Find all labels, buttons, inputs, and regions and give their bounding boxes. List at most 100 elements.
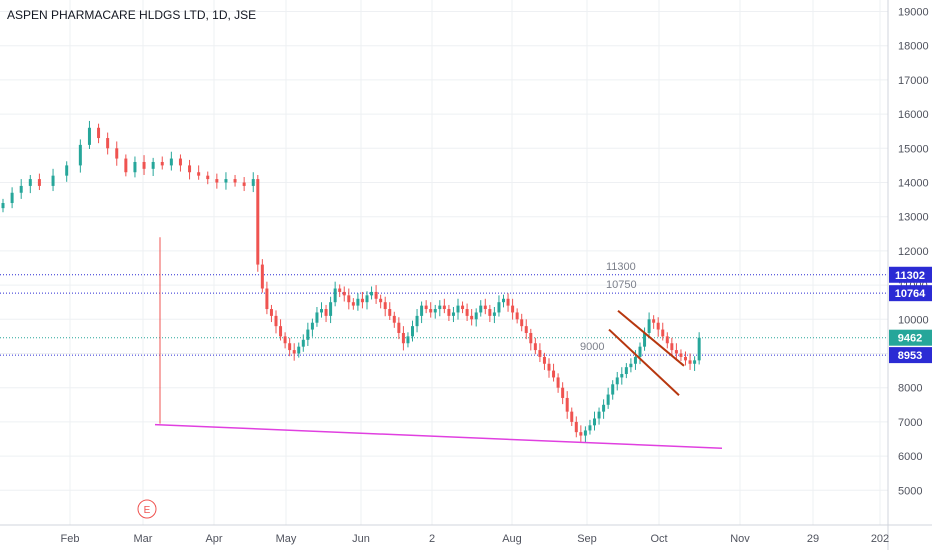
candle (570, 407, 574, 427)
candle-body (251, 179, 255, 186)
candle (37, 173, 41, 191)
candle-body (301, 339, 305, 347)
candle-body (593, 418, 596, 426)
candle (588, 419, 592, 435)
candle-body (538, 350, 542, 357)
candle-body (338, 288, 342, 292)
candle-body (397, 322, 401, 333)
candle-body (684, 356, 687, 361)
drawings (154, 309, 723, 449)
candle (338, 284, 342, 298)
candles (1, 120, 701, 443)
candle-body (342, 291, 346, 296)
price-tick-label: 15000 (898, 143, 929, 155)
candle-body (297, 346, 301, 354)
candle (643, 327, 647, 351)
candle (438, 300, 442, 317)
candle-body (320, 309, 323, 313)
candle (356, 293, 360, 311)
grid (0, 0, 888, 525)
price-tick-label: 12000 (898, 246, 929, 258)
candle (688, 353, 692, 370)
price-tick-label: 5000 (898, 485, 922, 497)
candle-body (629, 363, 633, 368)
candle (638, 342, 642, 365)
candle (115, 141, 119, 166)
candle (656, 317, 660, 337)
candle (442, 298, 446, 314)
candle-body (292, 350, 296, 354)
candle-body (433, 309, 437, 313)
candle (542, 352, 546, 370)
candle (251, 172, 255, 193)
candle-body (333, 288, 337, 303)
candle (142, 155, 146, 175)
price-tick-label: 8000 (898, 383, 922, 395)
candle-body (465, 309, 469, 316)
candle-body (529, 332, 533, 344)
candle (1, 198, 5, 213)
candle-body (169, 158, 173, 166)
price-tick-label: 16000 (898, 109, 929, 121)
candle (279, 319, 283, 341)
candle (479, 300, 483, 317)
candle (511, 298, 515, 320)
candle (556, 373, 560, 393)
time-tick-label: Aug (502, 533, 522, 545)
candle (602, 399, 606, 419)
candle (188, 159, 192, 180)
price-tag-bg (889, 329, 932, 346)
candle (178, 154, 182, 172)
candle (224, 172, 228, 190)
candle (552, 363, 556, 382)
candle-body (606, 394, 610, 405)
candle (260, 259, 264, 293)
candle (674, 343, 678, 361)
candle-body (693, 360, 697, 364)
horizontal-levels: 11300 10750 9000 (0, 261, 888, 356)
candle (51, 168, 55, 192)
price-axis[interactable]: 5000600070008000900010000110001200013000… (898, 7, 929, 498)
candle (65, 161, 69, 182)
candle-body (570, 411, 574, 422)
candle (456, 298, 460, 320)
candle (320, 302, 323, 318)
candle (620, 367, 624, 385)
candle-body (265, 288, 269, 310)
candle-body (624, 367, 628, 375)
candle-body (633, 356, 637, 364)
candle (342, 286, 346, 302)
candle (579, 425, 583, 442)
price-tag: 9462 (889, 329, 932, 346)
event-marker[interactable]: E (137, 499, 157, 519)
candle-body (415, 315, 419, 327)
candle (315, 306, 319, 327)
candle-body (379, 298, 383, 303)
candle-body (442, 305, 446, 310)
candle (283, 332, 287, 349)
candle (370, 286, 374, 300)
candle-body (206, 175, 210, 180)
candle-body (542, 356, 546, 364)
candle-body (274, 315, 278, 327)
candle-body (188, 165, 192, 173)
price-tick-label: 19000 (898, 7, 929, 19)
candle (661, 322, 665, 341)
candle-body (497, 302, 501, 313)
candle (288, 337, 292, 357)
candle-body (37, 179, 41, 186)
candle (447, 304, 451, 322)
candle-body (661, 329, 665, 337)
candle-body (87, 127, 91, 145)
time-axis[interactable]: Feb Mar Apr May Jun 2 Aug Sep Oct Nov 29 202 (61, 533, 890, 545)
candle-body (547, 363, 551, 371)
time-tick-label: Feb (61, 533, 80, 545)
candle (19, 179, 23, 199)
candle-body (178, 158, 182, 166)
candle-body (652, 319, 656, 323)
candle (269, 304, 273, 323)
price-tag-bg (889, 347, 932, 364)
candle (324, 304, 328, 323)
candle-body (597, 411, 601, 419)
